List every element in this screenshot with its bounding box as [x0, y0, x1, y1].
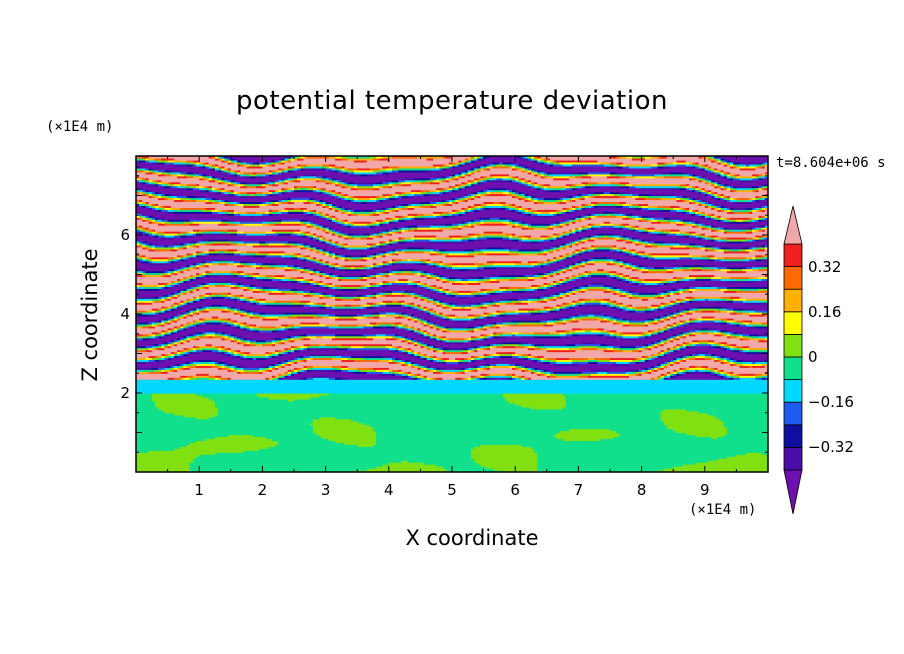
- x-tick-label: 9: [700, 481, 710, 499]
- chart-title: potential temperature deviation: [236, 86, 668, 116]
- x-tick-label: 7: [573, 481, 584, 499]
- y-axis-unit: (×1E4 m): [46, 119, 114, 135]
- x-tick-label: 5: [447, 481, 457, 499]
- y-axis-label: Z coordinate: [78, 248, 102, 382]
- y-tick-label: 4: [120, 305, 130, 323]
- y-tick-label: 6: [120, 226, 130, 244]
- x-axis-unit: (×1E4 m): [689, 502, 757, 518]
- y-tick-label: 2: [120, 384, 130, 402]
- x-tick-label: 8: [636, 481, 647, 499]
- x-tick-label: 2: [257, 481, 268, 499]
- colorbar-level: [783, 446, 803, 471]
- x-tick-label: 3: [320, 481, 331, 499]
- colorbar-over-arrow: [783, 205, 803, 245]
- time-annotation: t=8.604e+06 s: [776, 155, 886, 171]
- colorbar-tick-label: −0.32: [808, 438, 854, 457]
- contour-field: [136, 156, 768, 472]
- x-axis-label: X coordinate: [405, 526, 539, 550]
- colorbar-level: [783, 311, 803, 335]
- colorbar-tick-label: 0.16: [808, 302, 842, 321]
- colorbar-level: [783, 356, 803, 381]
- colorbar-level: [783, 333, 803, 358]
- colorbar-level: [783, 401, 803, 426]
- colorbar-level: [783, 243, 803, 268]
- colorbar-tick-label: 0: [808, 348, 818, 366]
- x-tick-label: 1: [194, 481, 204, 499]
- colorbar-level: [783, 424, 803, 448]
- x-tick-label: 4: [384, 481, 394, 499]
- colorbar-tick-label: 0.32: [808, 257, 842, 276]
- colorbar-level: [783, 379, 803, 403]
- colorbar-level: [783, 288, 803, 313]
- colorbar-tick-label: −0.16: [808, 393, 854, 412]
- x-tick-label: 6: [510, 481, 520, 499]
- colorbar-under-arrow: [783, 469, 803, 515]
- colorbar-level: [783, 266, 803, 290]
